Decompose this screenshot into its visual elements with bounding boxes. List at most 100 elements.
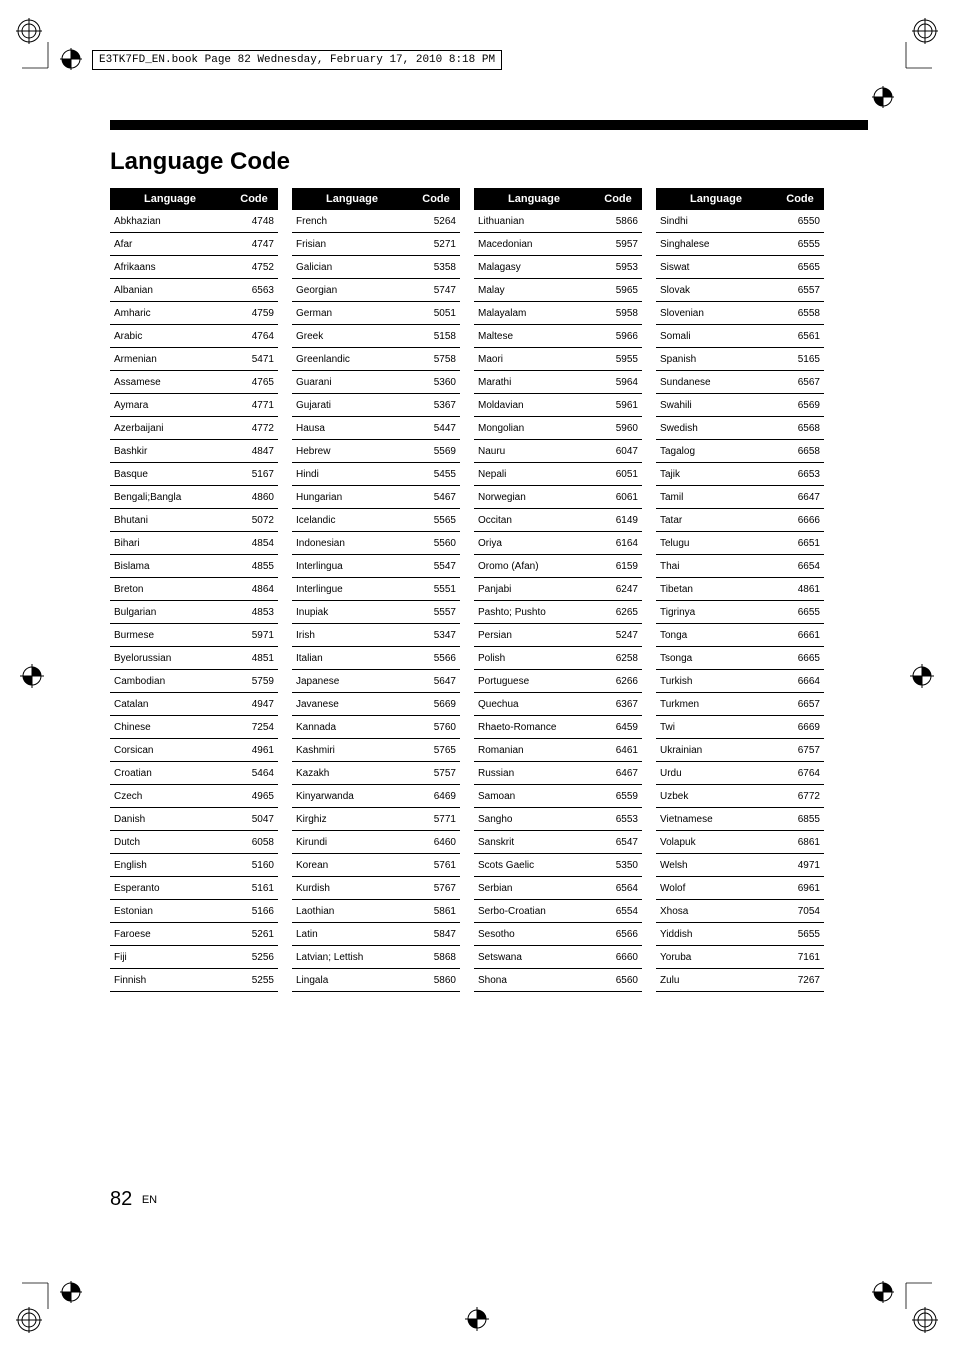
table-row: Hebrew5569: [292, 440, 460, 463]
language-name-cell: Nauru: [474, 440, 594, 463]
language-name-cell: Tagalog: [656, 440, 776, 463]
table-row: Corsican4961: [110, 739, 278, 762]
language-name-cell: Malagasy: [474, 256, 594, 279]
language-name-cell: Tajik: [656, 463, 776, 486]
table-row: Kirundi6460: [292, 831, 460, 854]
language-code-cell: 5447: [412, 417, 460, 440]
table-row: Greek5158: [292, 325, 460, 348]
language-code-cell: 5160: [230, 854, 278, 877]
language-code-cell: 6660: [594, 946, 642, 969]
language-name-cell: Hausa: [292, 417, 412, 440]
language-name-cell: Tatar: [656, 509, 776, 532]
language-name-cell: Vietnamese: [656, 808, 776, 831]
language-code-cell: 5271: [412, 233, 460, 256]
language-code-cell: 6547: [594, 831, 642, 854]
table-row: Malay5965: [474, 279, 642, 302]
column-header-language: Language: [474, 188, 594, 210]
language-name-cell: Portuguese: [474, 670, 594, 693]
language-code-cell: 5455: [412, 463, 460, 486]
table-row: Serbian6564: [474, 877, 642, 900]
language-tables: LanguageCodeAbkhazian4748Afar4747Afrikaa…: [110, 188, 870, 992]
language-code-cell: 6164: [594, 532, 642, 555]
language-name-cell: Uzbek: [656, 785, 776, 808]
language-name-cell: Thai: [656, 555, 776, 578]
table-row: Welsh4971: [656, 854, 824, 877]
language-name-cell: Burmese: [110, 624, 230, 647]
table-row: Sindhi6550: [656, 210, 824, 233]
language-name-cell: Czech: [110, 785, 230, 808]
table-row: Interlingua5547: [292, 555, 460, 578]
language-code-cell: 5261: [230, 923, 278, 946]
language-code-cell: 6664: [776, 670, 824, 693]
language-code-cell: 6565: [776, 256, 824, 279]
language-code-cell: 4855: [230, 555, 278, 578]
language-code-cell: 6655: [776, 601, 824, 624]
table-row: Lithuanian5866: [474, 210, 642, 233]
language-name-cell: Javanese: [292, 693, 412, 716]
language-name-cell: Persian: [474, 624, 594, 647]
language-name-cell: Maori: [474, 348, 594, 371]
language-name-cell: Yiddish: [656, 923, 776, 946]
table-row: Aymara4771: [110, 394, 278, 417]
table-row: Urdu6764: [656, 762, 824, 785]
language-code-cell: 5350: [594, 854, 642, 877]
language-name-cell: Albanian: [110, 279, 230, 302]
language-name-cell: Spanish: [656, 348, 776, 371]
table-row: English5160: [110, 854, 278, 877]
table-row: Frisian5271: [292, 233, 460, 256]
language-name-cell: Estonian: [110, 900, 230, 923]
table-row: Bashkir4847: [110, 440, 278, 463]
language-name-cell: Serbian: [474, 877, 594, 900]
language-code-cell: 6961: [776, 877, 824, 900]
section-title: Language Code: [110, 148, 870, 176]
table-row: Latvian; Lettish5868: [292, 946, 460, 969]
language-name-cell: Indonesian: [292, 532, 412, 555]
language-code-cell: 6559: [594, 785, 642, 808]
language-code-cell: 6560: [594, 969, 642, 992]
table-row: Armenian5471: [110, 348, 278, 371]
language-code-cell: 5758: [412, 348, 460, 371]
language-code-cell: 4851: [230, 647, 278, 670]
language-code-cell: 6058: [230, 831, 278, 854]
table-row: Oromo (Afan)6159: [474, 555, 642, 578]
table-row: Telugu6651: [656, 532, 824, 555]
language-code-cell: 6647: [776, 486, 824, 509]
language-code-cell: 6651: [776, 532, 824, 555]
language-code-cell: 6265: [594, 601, 642, 624]
language-code-cell: 5765: [412, 739, 460, 762]
language-name-cell: Malay: [474, 279, 594, 302]
language-code-cell: 5965: [594, 279, 642, 302]
table-row: Korean5761: [292, 854, 460, 877]
table-row: Quechua6367: [474, 693, 642, 716]
table-row: Chinese7254: [110, 716, 278, 739]
table-row: Greenlandic5758: [292, 348, 460, 371]
language-code-cell: 4764: [230, 325, 278, 348]
table-row: Faroese5261: [110, 923, 278, 946]
language-name-cell: Georgian: [292, 279, 412, 302]
table-row: Icelandic5565: [292, 509, 460, 532]
language-name-cell: Marathi: [474, 371, 594, 394]
language-name-cell: Volapuk: [656, 831, 776, 854]
column-header-code: Code: [230, 188, 278, 210]
language-name-cell: Italian: [292, 647, 412, 670]
language-code-cell: 5565: [412, 509, 460, 532]
language-name-cell: Zulu: [656, 969, 776, 992]
language-name-cell: Cambodian: [110, 670, 230, 693]
language-code-cell: 5767: [412, 877, 460, 900]
language-code-cell: 5347: [412, 624, 460, 647]
language-name-cell: Finnish: [110, 969, 230, 992]
language-name-cell: Byelorussian: [110, 647, 230, 670]
language-name-cell: Siswat: [656, 256, 776, 279]
language-name-cell: Swedish: [656, 417, 776, 440]
language-code-cell: 6566: [594, 923, 642, 946]
language-name-cell: Latin: [292, 923, 412, 946]
language-name-cell: Armenian: [110, 348, 230, 371]
table-row: Siswat6565: [656, 256, 824, 279]
language-table: LanguageCodeLithuanian5866Macedonian5957…: [474, 188, 642, 992]
language-name-cell: Serbo-Croatian: [474, 900, 594, 923]
language-code-cell: 6469: [412, 785, 460, 808]
language-name-cell: Oriya: [474, 532, 594, 555]
table-row: Tatar6666: [656, 509, 824, 532]
table-row: Panjabi6247: [474, 578, 642, 601]
table-row: Tonga6661: [656, 624, 824, 647]
